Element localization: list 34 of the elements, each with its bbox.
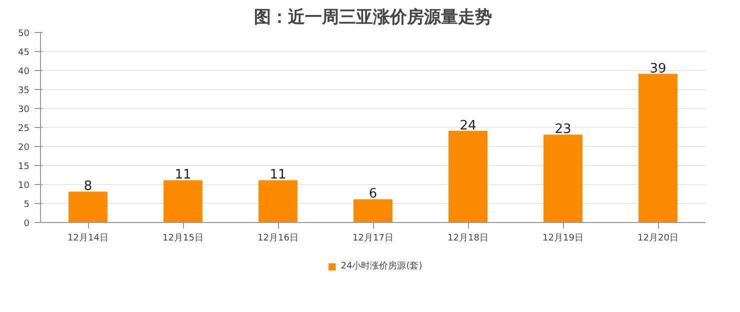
legend-label: 24小时涨价房源(套) [340, 260, 422, 272]
bar [638, 74, 678, 222]
y-tick-label: 20 [18, 143, 30, 153]
bar [68, 192, 108, 222]
x-tick-label: 12月17日 [352, 234, 394, 244]
x-tick-label: 12月20日 [638, 234, 678, 244]
y-tick-label: 40 [18, 67, 30, 77]
data-label: 39 [650, 61, 666, 76]
x-tick-label: 12月15日 [162, 234, 204, 244]
bar [448, 130, 488, 222]
data-label: 24 [460, 118, 476, 134]
x-tick-label: 12月14日 [68, 234, 108, 244]
data-label: 8 [84, 179, 92, 194]
bar [354, 199, 392, 222]
y-tick-label: 25 [18, 124, 30, 134]
x-tick-label: 12月18日 [448, 234, 488, 244]
y-tick-label: 10 [18, 181, 30, 191]
y-tick-label: 0 [24, 219, 30, 229]
y-tick-label: 45 [18, 48, 30, 58]
data-label: 11 [174, 168, 192, 183]
data-label: 23 [554, 122, 572, 138]
y-tick-label: 35 [18, 86, 30, 96]
y-tick-label: 15 [18, 162, 30, 172]
bar [544, 134, 582, 222]
bar [164, 180, 202, 222]
x-tick-label: 12月19日 [542, 234, 584, 244]
y-tick-label: 5 [24, 200, 30, 210]
bar [258, 180, 298, 222]
data-label: 6 [368, 186, 378, 202]
y-tick-label: 30 [18, 105, 30, 115]
chart-title: 图：近一周三亚涨价房源量走势 [254, 8, 492, 28]
data-label: 11 [270, 168, 286, 183]
y-tick-label: 50 [18, 29, 30, 39]
x-tick-label: 12月16日 [258, 234, 298, 244]
